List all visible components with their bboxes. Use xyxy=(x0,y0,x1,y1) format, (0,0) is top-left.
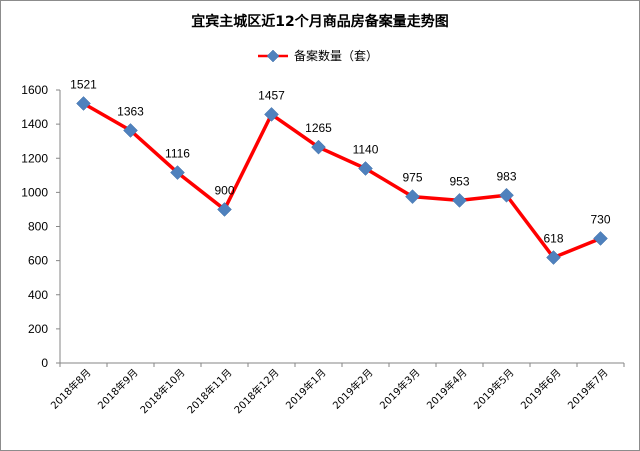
data-point-marker xyxy=(76,96,91,111)
data-label: 975 xyxy=(402,171,422,185)
y-tick-label: 0 xyxy=(41,356,48,370)
data-point-marker xyxy=(217,202,232,217)
data-label: 618 xyxy=(543,232,563,246)
x-tick-label: 2019年1月 xyxy=(283,366,329,412)
chart-title: 宜宾主城区近12个月商品房备案量走势图 xyxy=(191,13,448,30)
x-tick-label: 2019年5月 xyxy=(471,366,517,412)
y-tick-labels: 0 200 400 600 800 1000 1200 1400 1600 xyxy=(21,83,60,370)
x-tick-label: 2018年11月 xyxy=(184,366,234,416)
plot-area: 1521 1363 1116 900 1457 1265 1140 975 953 983 618 7… xyxy=(70,77,611,265)
legend-label: 备案数量（套） xyxy=(294,48,378,63)
data-label: 900 xyxy=(214,183,234,197)
x-tick-label: 2019年6月 xyxy=(518,366,564,412)
x-tick-label: 2018年9月 xyxy=(95,366,141,412)
data-point-marker xyxy=(311,139,326,155)
y-tick-label: 200 xyxy=(28,322,48,336)
data-point-marker xyxy=(499,187,514,203)
data-point-marker xyxy=(452,193,467,208)
x-tick-label: 2019年2月 xyxy=(330,366,376,412)
data-point-marker xyxy=(170,165,185,180)
x-tick-label: 2019年7月 xyxy=(565,366,611,412)
y-tick-label: 1000 xyxy=(21,185,48,199)
data-point-marker xyxy=(546,250,561,265)
data-label: 953 xyxy=(449,174,469,188)
data-point-marker xyxy=(123,123,138,138)
y-tick-label: 1600 xyxy=(21,83,48,97)
data-label: 730 xyxy=(590,212,610,226)
x-tick-label: 2018年12月 xyxy=(231,366,281,416)
data-point-marker xyxy=(358,161,373,176)
x-tick-label: 2019年4月 xyxy=(424,366,470,412)
data-label: 1116 xyxy=(165,147,190,161)
data-label: 983 xyxy=(496,169,516,183)
data-label: 1140 xyxy=(353,142,379,156)
y-tick-label: 800 xyxy=(28,220,48,234)
series-line xyxy=(82,101,602,260)
data-label: 1521 xyxy=(70,77,97,91)
y-tick-label: 400 xyxy=(28,288,48,302)
y-tick-label: 1400 xyxy=(21,117,48,131)
legend-diamond-icon xyxy=(266,49,280,63)
legend: 备案数量（套） xyxy=(258,48,378,63)
data-label: 1363 xyxy=(117,104,144,118)
data-point-marker xyxy=(593,231,608,246)
x-tick-label: 2018年10月 xyxy=(137,366,187,416)
x-tick-label: 2019年3月 xyxy=(377,366,423,412)
data-point-marker xyxy=(264,107,279,122)
data-point-marker xyxy=(405,189,420,204)
y-tick-label: 1200 xyxy=(21,151,48,165)
data-label: 1457 xyxy=(258,88,285,102)
x-tick-label: 2018年8月 xyxy=(48,366,94,412)
data-label: 1265 xyxy=(305,121,332,135)
y-tick-label: 600 xyxy=(28,254,48,268)
